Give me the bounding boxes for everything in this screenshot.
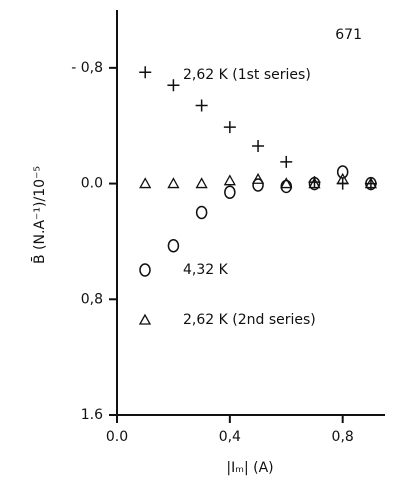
circle-marker	[280, 179, 293, 194]
triangle-marker	[336, 172, 349, 184]
circle-marker	[167, 239, 180, 253]
legend-label: 2,62 K (2nd series)	[183, 312, 316, 328]
legend-marker	[139, 263, 151, 277]
plus-marker	[223, 121, 236, 134]
plus-marker	[139, 66, 152, 79]
legend-label: 2,62 K (1st series)	[183, 67, 311, 83]
x-tick-label: 0,4	[219, 429, 241, 445]
x-axis-label: |Iₘ| (A)	[226, 460, 273, 476]
triangle-marker	[139, 177, 152, 189]
circle-marker	[195, 205, 208, 220]
triangle-marker	[251, 172, 265, 184]
y-tick-label: 1.6	[81, 407, 103, 423]
y-axis-label: B̄ (N.A⁻¹)/10⁻⁵	[30, 166, 48, 264]
triangle-marker	[364, 177, 377, 189]
y-tick-label: 0,8	[81, 291, 103, 307]
circle-marker	[224, 185, 236, 199]
y-tick-label: - 0,8	[71, 60, 103, 76]
x-tick-label: 0,8	[332, 429, 354, 445]
circle-marker	[252, 178, 264, 192]
triangle-marker	[280, 177, 293, 189]
plus-marker	[195, 99, 208, 112]
legend-label: 4,32 K	[183, 262, 229, 278]
plus-marker	[280, 155, 293, 168]
triangle-marker	[167, 177, 180, 189]
triangle-marker	[223, 174, 236, 186]
triangle-marker	[195, 177, 208, 189]
annotation: 671	[335, 27, 362, 43]
plus-marker	[167, 79, 180, 92]
y-tick-label: 0.0	[81, 176, 103, 192]
x-tick-label: 0.0	[106, 429, 128, 445]
plus-marker	[252, 139, 265, 152]
circle-marker	[336, 165, 349, 179]
triangle-marker	[308, 177, 321, 189]
legend-marker	[138, 313, 152, 325]
